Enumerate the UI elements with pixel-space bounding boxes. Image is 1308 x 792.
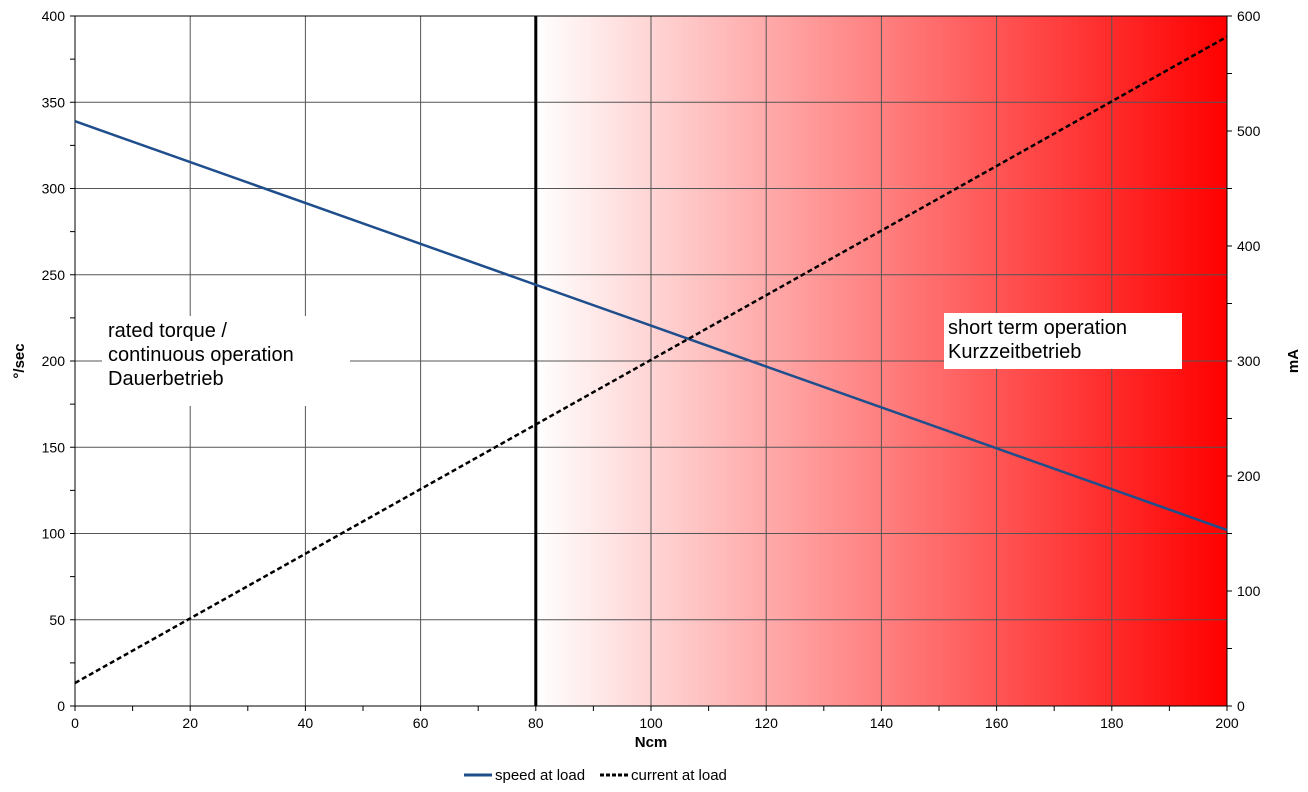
x-tick-label-10: 200 bbox=[1215, 715, 1239, 731]
y2-tick-labels: 0 100 200 300 400 500 600 bbox=[1237, 8, 1261, 714]
continuous-note-line-1: rated torque / bbox=[108, 320, 227, 342]
y-tick-label-5: 250 bbox=[42, 267, 66, 283]
x-tick-label-2: 40 bbox=[298, 715, 314, 731]
continuous-note-line-2: continuous operation bbox=[108, 344, 294, 366]
y2-tick-label-0: 0 bbox=[1237, 698, 1245, 714]
legend-current-label: current at load bbox=[631, 767, 727, 784]
short-term-note-line-1: short term operation bbox=[948, 317, 1127, 339]
y-tick-label-3: 150 bbox=[42, 439, 66, 455]
y-tick-label-6: 300 bbox=[42, 181, 66, 197]
y2-tick-label-4: 400 bbox=[1237, 238, 1261, 254]
plot-border bbox=[74, 15, 1228, 707]
x-tick-label-3: 60 bbox=[413, 715, 429, 731]
short-term-note-line-2: Kurzzeitbetrieb bbox=[948, 341, 1081, 363]
series-current-at-load bbox=[74, 35, 1228, 685]
y-tick-labels: 0 50 100 150 200 250 300 350 400 bbox=[42, 8, 66, 714]
legend-speed-label: speed at load bbox=[495, 767, 585, 784]
minor-ticks bbox=[70, 15, 1232, 711]
x-tick-label-4: 80 bbox=[528, 715, 544, 731]
y-tick-label-2: 100 bbox=[42, 526, 66, 542]
y-tick-label-8: 400 bbox=[42, 8, 66, 24]
x-tick-label-8: 160 bbox=[985, 715, 1009, 731]
y-tick-label-1: 50 bbox=[49, 612, 65, 628]
continuous-note-bg bbox=[102, 316, 350, 406]
y2-tick-label-2: 200 bbox=[1237, 468, 1261, 484]
x-tick-label-1: 20 bbox=[182, 715, 198, 731]
continuous-note-line-3: Dauerbetrieb bbox=[108, 368, 224, 390]
series-speed-at-load bbox=[74, 120, 1228, 532]
y-tick-label-4: 200 bbox=[42, 353, 66, 369]
y2-tick-label-1: 100 bbox=[1237, 583, 1261, 599]
x-tick-labels: 0 20 40 60 80 100 120 140 160 180 200 bbox=[71, 715, 1239, 731]
y-tick-label-0: 0 bbox=[57, 698, 65, 714]
x-tick-label-6: 120 bbox=[755, 715, 779, 731]
short-term-note-bg bbox=[944, 313, 1182, 369]
x-tick-label-0: 0 bbox=[71, 715, 79, 731]
y2-axis-title: mA bbox=[1285, 349, 1302, 373]
x-axis-title: Ncm bbox=[635, 734, 668, 751]
x-tick-label-9: 180 bbox=[1100, 715, 1124, 731]
y2-tick-label-5: 500 bbox=[1237, 123, 1261, 139]
short-term-note: short term operation Kurzzeitbetrieb bbox=[948, 317, 1133, 363]
y-axis-title: °/sec bbox=[11, 343, 28, 378]
continuous-note: rated torque / continuous operation Daue… bbox=[108, 320, 299, 390]
y2-tick-label-3: 300 bbox=[1237, 353, 1261, 369]
y-tick-label-7: 350 bbox=[42, 94, 66, 110]
x-tick-label-7: 140 bbox=[870, 715, 894, 731]
y2-tick-label-6: 600 bbox=[1237, 8, 1261, 24]
x-tick-label-5: 100 bbox=[639, 715, 663, 731]
legend: speed at load current at load bbox=[464, 767, 727, 784]
